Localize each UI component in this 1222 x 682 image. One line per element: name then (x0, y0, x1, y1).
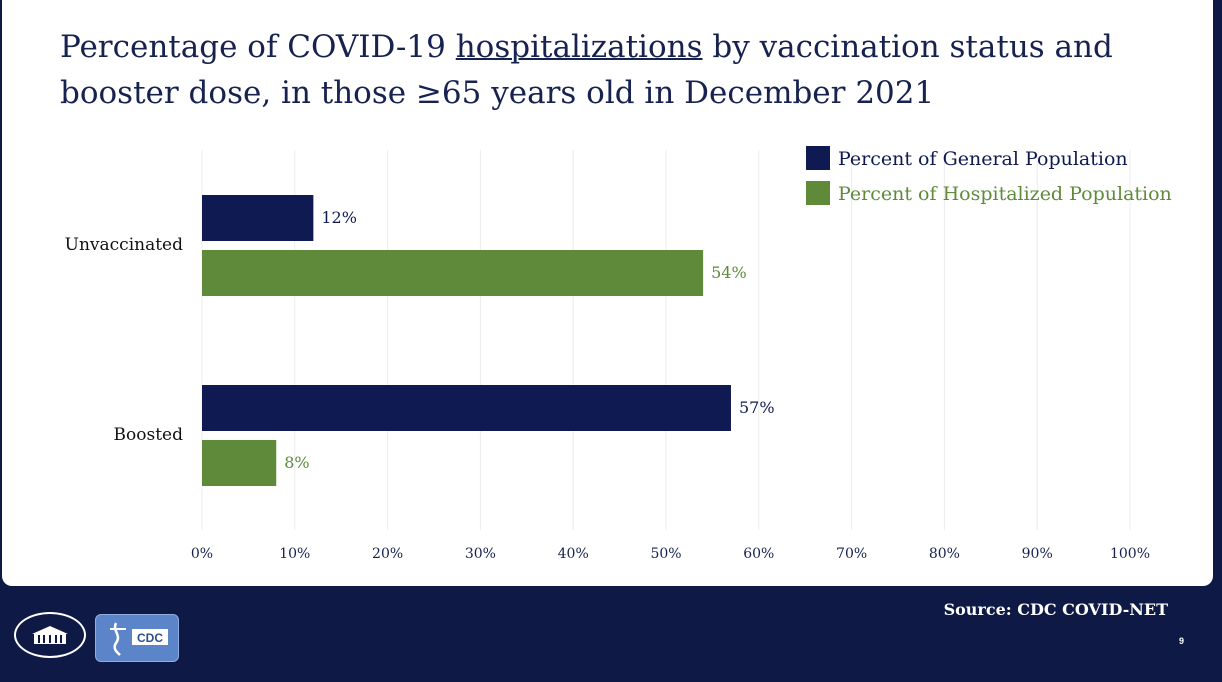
page-number: 9 (1178, 636, 1184, 646)
cdc-logo-text: CDC (137, 631, 163, 645)
data-label: 12% (321, 208, 357, 227)
x-tick-label: 50% (650, 546, 681, 562)
legend-label: Percent of Hospitalized Population (838, 183, 1172, 205)
x-tick-label: 100% (1110, 546, 1150, 562)
title-part1: Percentage of COVID-19 (60, 29, 456, 65)
bar-general (202, 385, 731, 431)
title-underlined-word: hospitalizations (455, 29, 703, 65)
legend-swatch (806, 146, 830, 170)
x-tick-label: 10% (279, 546, 310, 562)
title-part2: by vaccination status and booster dose, … (60, 29, 1113, 111)
slide: Percentage of COVID-19 hospitalizations … (2, 0, 1213, 586)
x-tick-label: 60% (743, 546, 774, 562)
data-label: 8% (284, 453, 309, 472)
x-tick-label: 80% (929, 546, 960, 562)
x-tick-label: 90% (1022, 546, 1053, 562)
category-label: Unvaccinated (65, 235, 183, 255)
bar-chart: 0% 10% 20% 30% 40% 50% 60% 70% 80% 90% 100% Unvacci… (65, 146, 1172, 562)
category-label: Boosted (114, 425, 184, 445)
x-tick-label: 30% (465, 546, 496, 562)
chart-title: Percentage of COVID-19 hospitalizations … (60, 24, 1180, 116)
data-label: 57% (739, 398, 775, 417)
white-house-logo (14, 612, 86, 658)
data-label: 54% (711, 263, 747, 282)
legend-label: Percent of General Population (838, 148, 1128, 170)
legend-swatch (806, 181, 830, 205)
bar-hospitalized (202, 440, 277, 486)
bar-hospitalized (202, 250, 704, 296)
cdc-logo: CDC (95, 614, 179, 662)
x-tick-label: 40% (558, 546, 589, 562)
source-note: Source: CDC COVID-NET (943, 600, 1168, 619)
x-tick-label: 0% (191, 546, 213, 562)
x-tick-label: 70% (836, 546, 867, 562)
bar-general (202, 195, 314, 241)
x-tick-label: 20% (372, 546, 403, 562)
